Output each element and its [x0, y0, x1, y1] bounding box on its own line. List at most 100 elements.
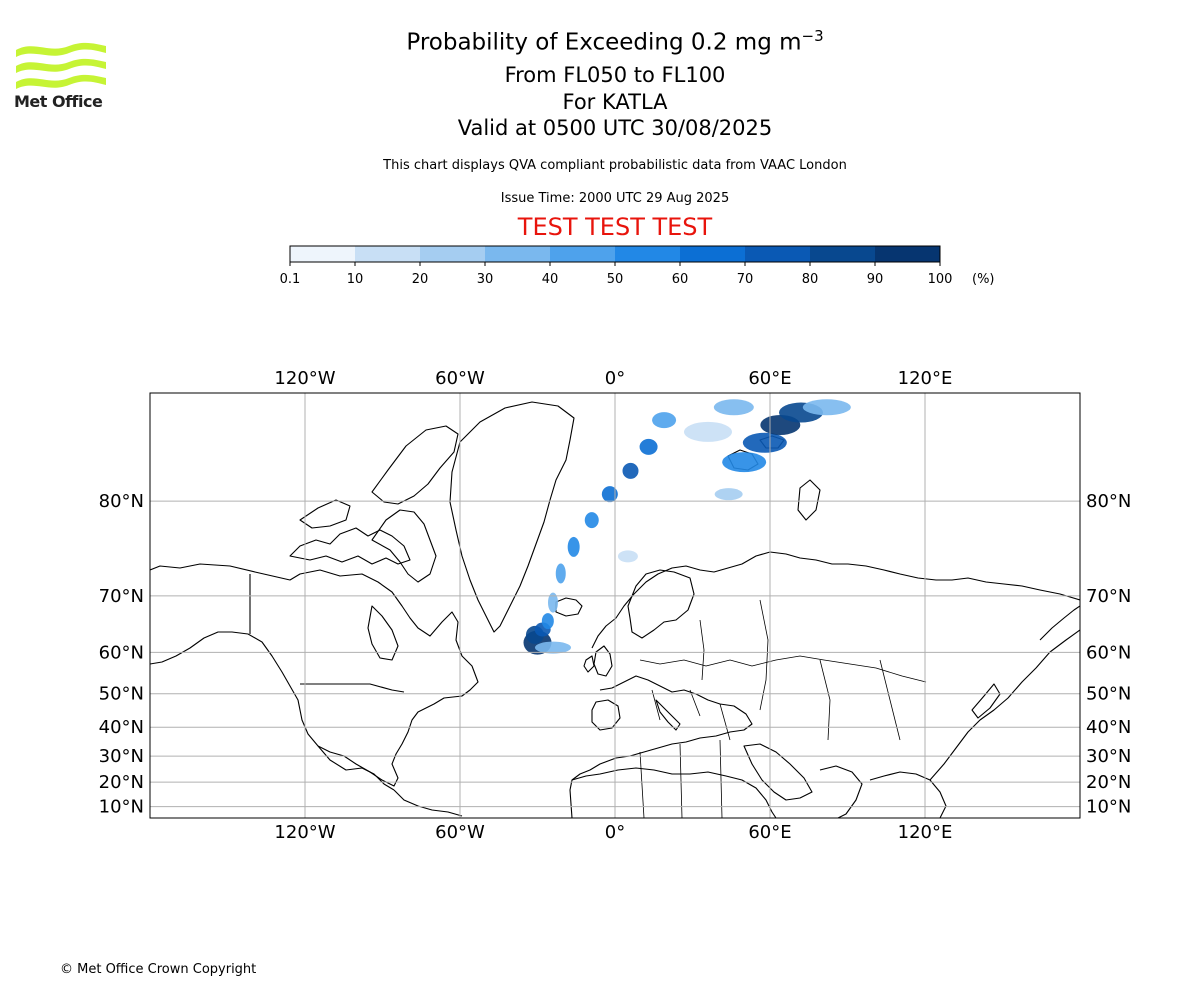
africa-north — [571, 767, 777, 818]
colorbar-tick-label: 30 — [477, 272, 494, 287]
longitude-label: 0° — [605, 368, 625, 389]
greenland — [449, 401, 575, 633]
met-office-logo-icon — [16, 42, 106, 89]
longitude-label: 60°W — [435, 822, 485, 843]
ash-probability-cell — [713, 399, 754, 416]
longitude-label: 120°W — [274, 822, 335, 843]
colorbar-tick-label: 40 — [542, 272, 559, 287]
ash-probability-cell — [622, 462, 639, 479]
ash-probability-cell — [742, 432, 787, 453]
latitude-label: 30°N — [99, 746, 144, 767]
italy — [655, 699, 681, 731]
colorbar-tick-label: 60 — [672, 272, 689, 287]
colorbar-unit: (%) — [972, 272, 995, 287]
colorbar-segment — [420, 246, 486, 262]
valid-time: Valid at 0500 UTC 30/08/2025 — [457, 116, 773, 140]
colorbar-tick-label: 90 — [867, 272, 884, 287]
title-text: Probability of Exceeding 0.2 mg m — [406, 29, 802, 56]
latitude-label: 60°N — [1086, 642, 1131, 663]
iberia — [591, 699, 621, 731]
longitude-label: 60°E — [748, 368, 791, 389]
latitude-label: 20°N — [99, 772, 144, 793]
ash-probability-cell — [639, 438, 658, 455]
colorbar-segment — [810, 246, 876, 262]
latitude-label: 10°N — [1086, 797, 1131, 818]
europe-south — [569, 675, 753, 818]
colorbar-segment — [355, 246, 421, 262]
arctic-small-islands — [299, 499, 351, 529]
latitude-label: 80°N — [1086, 491, 1131, 512]
colorbar-segment — [485, 246, 551, 262]
arabia — [743, 743, 813, 801]
longitude-label: 60°E — [748, 822, 791, 843]
title-exponent: −3 — [801, 27, 824, 45]
latitude-label: 80°N — [99, 491, 144, 512]
latitude-label: 30°N — [1086, 746, 1131, 767]
ash-probability-cell — [535, 641, 571, 654]
latitude-label: 40°N — [99, 717, 144, 738]
us-canada-border — [300, 683, 405, 693]
colorbar-segment — [875, 246, 941, 262]
probability-map: 120°W 120°W 60°W 60°W 0° 0° 60°E 60°E 120°E 120°E… — [99, 368, 1132, 843]
colorbar-tick-label: 80 — [802, 272, 819, 287]
longitude-label: 0° — [605, 822, 625, 843]
ash-probability-cell — [802, 399, 851, 416]
met-office-logo-text: Met Office — [14, 92, 103, 111]
longitude-label: 120°W — [274, 368, 335, 389]
ash-probability-cell — [567, 536, 580, 557]
britain — [593, 645, 613, 677]
latitude-label: 10°N — [99, 797, 144, 818]
latitude-label: 70°N — [99, 586, 144, 607]
colorbar-segment — [745, 246, 811, 262]
china-coast — [929, 629, 1080, 781]
ash-probability-cell — [601, 486, 618, 503]
colorbar-tick-label: 50 — [607, 272, 624, 287]
ellesmere-island — [371, 425, 459, 505]
colorbar-segment — [550, 246, 616, 262]
colorbar-tick-label: 20 — [412, 272, 429, 287]
baffin-island — [371, 509, 437, 583]
data-note: This chart displays QVA compliant probab… — [383, 158, 847, 173]
ireland — [583, 655, 595, 673]
colorbar-tick-label: 10 — [347, 272, 364, 287]
chart-title: Probability of Exceeding 0.2 mg m−3 — [0, 27, 1200, 56]
ash-probability-cell — [684, 421, 732, 442]
ash-probability-cell — [584, 512, 599, 529]
longitude-label: 120°E — [898, 368, 953, 389]
arctic-islands — [289, 527, 411, 565]
latitude-label: 60°N — [99, 642, 144, 663]
copyright-notice: © Met Office Crown Copyright — [60, 962, 257, 977]
latitude-label: 50°N — [1086, 684, 1131, 705]
ash-probability-cell — [652, 412, 677, 429]
ash-probability-cell — [541, 613, 554, 630]
colorbar-tick-label: 0.1 — [280, 272, 301, 287]
novaya-zemlya — [797, 479, 821, 521]
north-america-coastline — [150, 563, 479, 787]
kamchatka — [1039, 605, 1080, 641]
latitude-label: 70°N — [1086, 586, 1131, 607]
central-america — [393, 789, 463, 817]
longitude-label: 120°E — [898, 822, 953, 843]
ash-probability-cell — [548, 592, 558, 613]
scandinavia — [627, 569, 695, 639]
hudson-bay — [367, 605, 399, 661]
longitude-label: 60°W — [435, 368, 485, 389]
latitude-label: 50°N — [99, 684, 144, 705]
ash-probability-cell — [617, 550, 638, 563]
ash-probability-cell — [714, 488, 743, 501]
india — [819, 765, 863, 818]
volcano-name: For KATLA — [562, 90, 668, 114]
colorbar-tick-label: 100 — [928, 272, 953, 287]
issue-time: Issue Time: 2000 UTC 29 Aug 2025 — [500, 191, 730, 206]
country-borders — [639, 599, 927, 818]
southeast-asia — [869, 771, 947, 818]
map-frame — [149, 392, 1081, 819]
probability-colorbar: 0.1 10 20 30 40 50 60 70 80 90 100 (%) — [280, 245, 995, 287]
colorbar-segment — [615, 246, 681, 262]
japan — [971, 683, 1001, 719]
colorbar-segment — [290, 246, 356, 262]
gulf-of-mexico — [317, 745, 395, 791]
iceland — [555, 597, 583, 617]
eurasia-coastline — [591, 551, 1080, 649]
flight-level-range: From FL050 to FL100 — [504, 63, 726, 87]
